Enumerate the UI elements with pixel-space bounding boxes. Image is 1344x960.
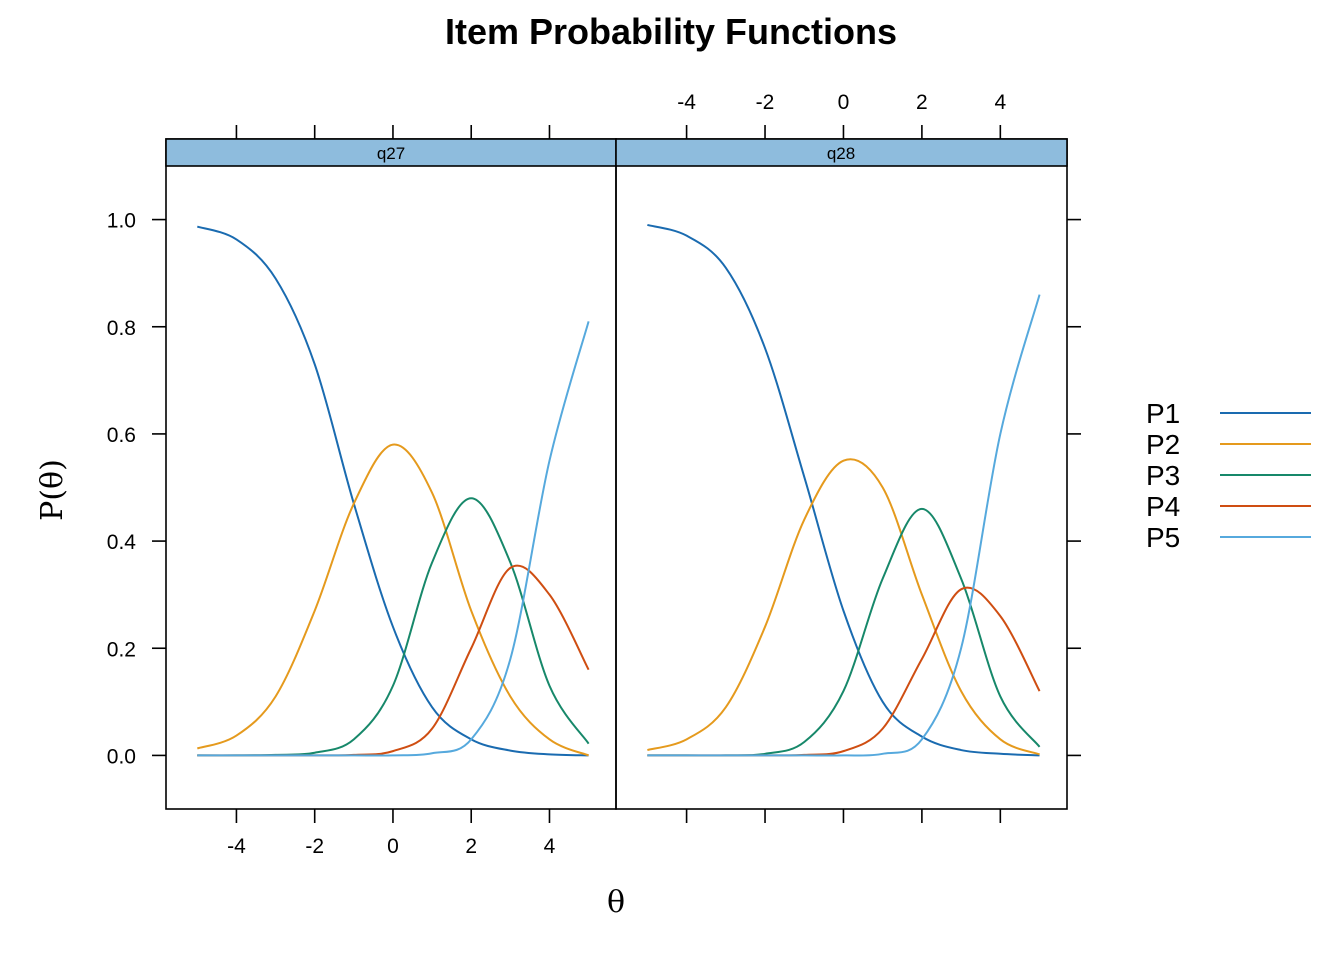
x-tick-label: 4 — [544, 835, 556, 858]
x-tick-label: 2 — [465, 835, 477, 858]
legend-label-p4: P4 — [1146, 491, 1180, 522]
legend-label-p5: P5 — [1146, 522, 1180, 553]
y-tick-label: 0.6 — [107, 424, 136, 447]
x-axis-label: θ — [607, 885, 625, 920]
curve-q27-p1 — [196, 225, 589, 757]
curve-q27-p2 — [196, 443, 589, 757]
x-tick-label-top: -4 — [677, 91, 696, 114]
x-tick-label-top: -2 — [756, 91, 775, 114]
chart-title: Item Probability Functions — [445, 11, 897, 52]
y-tick-label: 0.2 — [107, 638, 136, 661]
curve-q27-p4 — [197, 564, 590, 757]
x-tick-label: 0 — [387, 835, 399, 858]
panel-q28-frame — [615, 138, 1068, 810]
legend-label-p1: P1 — [1146, 398, 1180, 429]
y-tick-label: 1.0 — [107, 210, 136, 233]
legend-label-p2: P2 — [1146, 429, 1180, 460]
y-tick-label: 0.0 — [107, 745, 136, 768]
x-tick-label-top: 2 — [916, 91, 928, 114]
axis-ticks: -4 -2 0 2 4 -4 -2 0 2 4 0.0 0.2 0.4 0.6 0.8 1.0 — [107, 91, 1081, 858]
strip-label-q28: q28 — [827, 144, 855, 163]
x-tick-label-top: 4 — [994, 91, 1006, 114]
y-axis-label: P(θ) — [35, 459, 70, 521]
panel-q27-frame — [165, 138, 617, 810]
strip-label-q27: q27 — [377, 144, 405, 163]
curve-q28-p1 — [647, 223, 1040, 757]
x-tick-label: -2 — [305, 835, 324, 858]
y-tick-label: 0.8 — [107, 317, 136, 340]
data-curves — [196, 223, 1041, 757]
curve-q28-p5 — [647, 294, 1041, 757]
y-tick-label: 0.4 — [107, 531, 137, 554]
strip-q27 — [165, 138, 617, 167]
curve-q27-p5 — [197, 321, 590, 757]
x-tick-label-top: 0 — [838, 91, 850, 114]
legend-label-p3: P3 — [1146, 460, 1180, 491]
curve-q28-p2 — [647, 458, 1040, 756]
strip-q28 — [615, 138, 1068, 167]
x-tick-label: -4 — [227, 835, 246, 858]
